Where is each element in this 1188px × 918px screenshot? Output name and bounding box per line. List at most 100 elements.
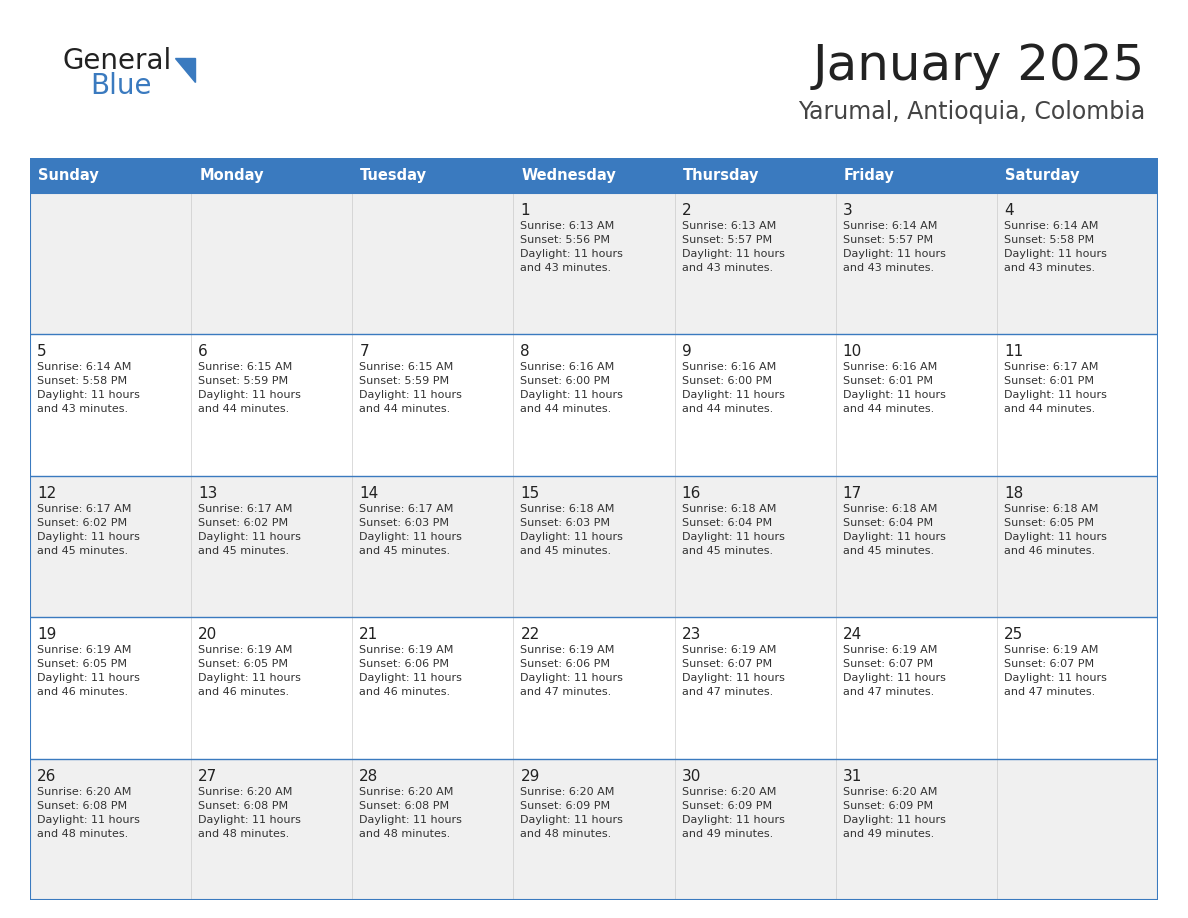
Text: 17: 17 [842,486,862,501]
Text: Sunrise: 6:15 AM
Sunset: 5:59 PM
Daylight: 11 hours
and 44 minutes.: Sunrise: 6:15 AM Sunset: 5:59 PM Dayligh… [359,363,462,414]
Text: 12: 12 [37,486,56,501]
Bar [30,193,191,334]
Bar [835,158,997,193]
Text: 7: 7 [359,344,369,360]
Text: 2: 2 [682,203,691,218]
Bar [835,476,997,617]
Text: 31: 31 [842,768,862,784]
Text: Sunrise: 6:17 AM
Sunset: 6:02 PM
Daylight: 11 hours
and 45 minutes.: Sunrise: 6:17 AM Sunset: 6:02 PM Dayligh… [198,504,301,555]
Bar [997,758,1158,900]
Text: 6: 6 [198,344,208,360]
Bar [997,476,1158,617]
Text: 18: 18 [1004,486,1023,501]
Text: Blue: Blue [90,72,152,100]
Text: 21: 21 [359,627,379,643]
Text: Monday: Monday [200,168,264,183]
Bar [675,158,835,193]
Bar [835,617,997,758]
Text: Sunrise: 6:19 AM
Sunset: 6:06 PM
Daylight: 11 hours
and 46 minutes.: Sunrise: 6:19 AM Sunset: 6:06 PM Dayligh… [359,645,462,697]
Text: 16: 16 [682,486,701,501]
Text: 22: 22 [520,627,539,643]
Bar [997,617,1158,758]
Bar [513,617,675,758]
Bar [191,476,353,617]
Text: 14: 14 [359,486,379,501]
Bar [191,158,353,193]
Bar [513,193,675,334]
Bar [513,758,675,900]
Bar [675,617,835,758]
Text: Saturday: Saturday [1005,168,1080,183]
Text: Sunrise: 6:16 AM
Sunset: 6:00 PM
Daylight: 11 hours
and 44 minutes.: Sunrise: 6:16 AM Sunset: 6:00 PM Dayligh… [682,363,784,414]
Text: 25: 25 [1004,627,1023,643]
Text: Sunrise: 6:18 AM
Sunset: 6:03 PM
Daylight: 11 hours
and 45 minutes.: Sunrise: 6:18 AM Sunset: 6:03 PM Dayligh… [520,504,624,555]
Bar [191,193,353,334]
Text: Sunrise: 6:17 AM
Sunset: 6:03 PM
Daylight: 11 hours
and 45 minutes.: Sunrise: 6:17 AM Sunset: 6:03 PM Dayligh… [359,504,462,555]
Text: Sunrise: 6:14 AM
Sunset: 5:58 PM
Daylight: 11 hours
and 43 minutes.: Sunrise: 6:14 AM Sunset: 5:58 PM Dayligh… [37,363,140,414]
Bar [30,476,191,617]
Bar [191,617,353,758]
Text: Sunrise: 6:19 AM
Sunset: 6:07 PM
Daylight: 11 hours
and 47 minutes.: Sunrise: 6:19 AM Sunset: 6:07 PM Dayligh… [682,645,784,697]
Text: Wednesday: Wednesday [522,168,617,183]
Text: Sunrise: 6:18 AM
Sunset: 6:04 PM
Daylight: 11 hours
and 45 minutes.: Sunrise: 6:18 AM Sunset: 6:04 PM Dayligh… [842,504,946,555]
Text: Sunrise: 6:20 AM
Sunset: 6:09 PM
Daylight: 11 hours
and 49 minutes.: Sunrise: 6:20 AM Sunset: 6:09 PM Dayligh… [842,787,946,839]
Text: 1: 1 [520,203,530,218]
Text: Sunrise: 6:20 AM
Sunset: 6:08 PM
Daylight: 11 hours
and 48 minutes.: Sunrise: 6:20 AM Sunset: 6:08 PM Dayligh… [198,787,301,839]
Bar [353,758,513,900]
Text: Sunrise: 6:19 AM
Sunset: 6:05 PM
Daylight: 11 hours
and 46 minutes.: Sunrise: 6:19 AM Sunset: 6:05 PM Dayligh… [198,645,301,697]
Text: Sunrise: 6:14 AM
Sunset: 5:58 PM
Daylight: 11 hours
and 43 minutes.: Sunrise: 6:14 AM Sunset: 5:58 PM Dayligh… [1004,221,1107,273]
Text: 13: 13 [198,486,217,501]
Text: 30: 30 [682,768,701,784]
Text: Sunrise: 6:16 AM
Sunset: 6:00 PM
Daylight: 11 hours
and 44 minutes.: Sunrise: 6:16 AM Sunset: 6:00 PM Dayligh… [520,363,624,414]
Bar [675,476,835,617]
Text: Tuesday: Tuesday [360,168,428,183]
Text: 10: 10 [842,344,862,360]
Text: 9: 9 [682,344,691,360]
Bar [835,334,997,476]
Bar [997,193,1158,334]
Bar [191,758,353,900]
Text: 15: 15 [520,486,539,501]
Text: General: General [63,47,172,75]
Text: 29: 29 [520,768,539,784]
Text: 27: 27 [198,768,217,784]
Bar [353,476,513,617]
Text: 23: 23 [682,627,701,643]
Bar [513,158,675,193]
Text: Sunrise: 6:20 AM
Sunset: 6:08 PM
Daylight: 11 hours
and 48 minutes.: Sunrise: 6:20 AM Sunset: 6:08 PM Dayligh… [37,787,140,839]
Text: 19: 19 [37,627,56,643]
Text: Sunrise: 6:18 AM
Sunset: 6:05 PM
Daylight: 11 hours
and 46 minutes.: Sunrise: 6:18 AM Sunset: 6:05 PM Dayligh… [1004,504,1107,555]
Text: Friday: Friday [843,168,895,183]
Text: 20: 20 [198,627,217,643]
Text: 8: 8 [520,344,530,360]
Text: Sunrise: 6:18 AM
Sunset: 6:04 PM
Daylight: 11 hours
and 45 minutes.: Sunrise: 6:18 AM Sunset: 6:04 PM Dayligh… [682,504,784,555]
Bar [675,758,835,900]
Text: Sunrise: 6:14 AM
Sunset: 5:57 PM
Daylight: 11 hours
and 43 minutes.: Sunrise: 6:14 AM Sunset: 5:57 PM Dayligh… [842,221,946,273]
Text: Sunday: Sunday [38,168,99,183]
Bar [30,617,191,758]
Text: 26: 26 [37,768,56,784]
Text: Sunrise: 6:20 AM
Sunset: 6:09 PM
Daylight: 11 hours
and 48 minutes.: Sunrise: 6:20 AM Sunset: 6:09 PM Dayligh… [520,787,624,839]
Text: Sunrise: 6:15 AM
Sunset: 5:59 PM
Daylight: 11 hours
and 44 minutes.: Sunrise: 6:15 AM Sunset: 5:59 PM Dayligh… [198,363,301,414]
Bar [675,334,835,476]
Text: Sunrise: 6:19 AM
Sunset: 6:06 PM
Daylight: 11 hours
and 47 minutes.: Sunrise: 6:19 AM Sunset: 6:06 PM Dayligh… [520,645,624,697]
Text: January 2025: January 2025 [813,42,1145,90]
Text: 4: 4 [1004,203,1013,218]
Text: Sunrise: 6:20 AM
Sunset: 6:08 PM
Daylight: 11 hours
and 48 minutes.: Sunrise: 6:20 AM Sunset: 6:08 PM Dayligh… [359,787,462,839]
Text: 3: 3 [842,203,853,218]
Text: 11: 11 [1004,344,1023,360]
Text: 5: 5 [37,344,46,360]
Bar [835,193,997,334]
Text: 28: 28 [359,768,379,784]
Bar [353,334,513,476]
Text: Sunrise: 6:20 AM
Sunset: 6:09 PM
Daylight: 11 hours
and 49 minutes.: Sunrise: 6:20 AM Sunset: 6:09 PM Dayligh… [682,787,784,839]
Bar [997,158,1158,193]
Text: Yarumal, Antioquia, Colombia: Yarumal, Antioquia, Colombia [798,100,1145,124]
Bar [30,158,191,193]
Text: Sunrise: 6:17 AM
Sunset: 6:01 PM
Daylight: 11 hours
and 44 minutes.: Sunrise: 6:17 AM Sunset: 6:01 PM Dayligh… [1004,363,1107,414]
Text: Thursday: Thursday [683,168,759,183]
Bar [513,476,675,617]
Text: Sunrise: 6:19 AM
Sunset: 6:05 PM
Daylight: 11 hours
and 46 minutes.: Sunrise: 6:19 AM Sunset: 6:05 PM Dayligh… [37,645,140,697]
Text: Sunrise: 6:19 AM
Sunset: 6:07 PM
Daylight: 11 hours
and 47 minutes.: Sunrise: 6:19 AM Sunset: 6:07 PM Dayligh… [842,645,946,697]
Bar [513,334,675,476]
